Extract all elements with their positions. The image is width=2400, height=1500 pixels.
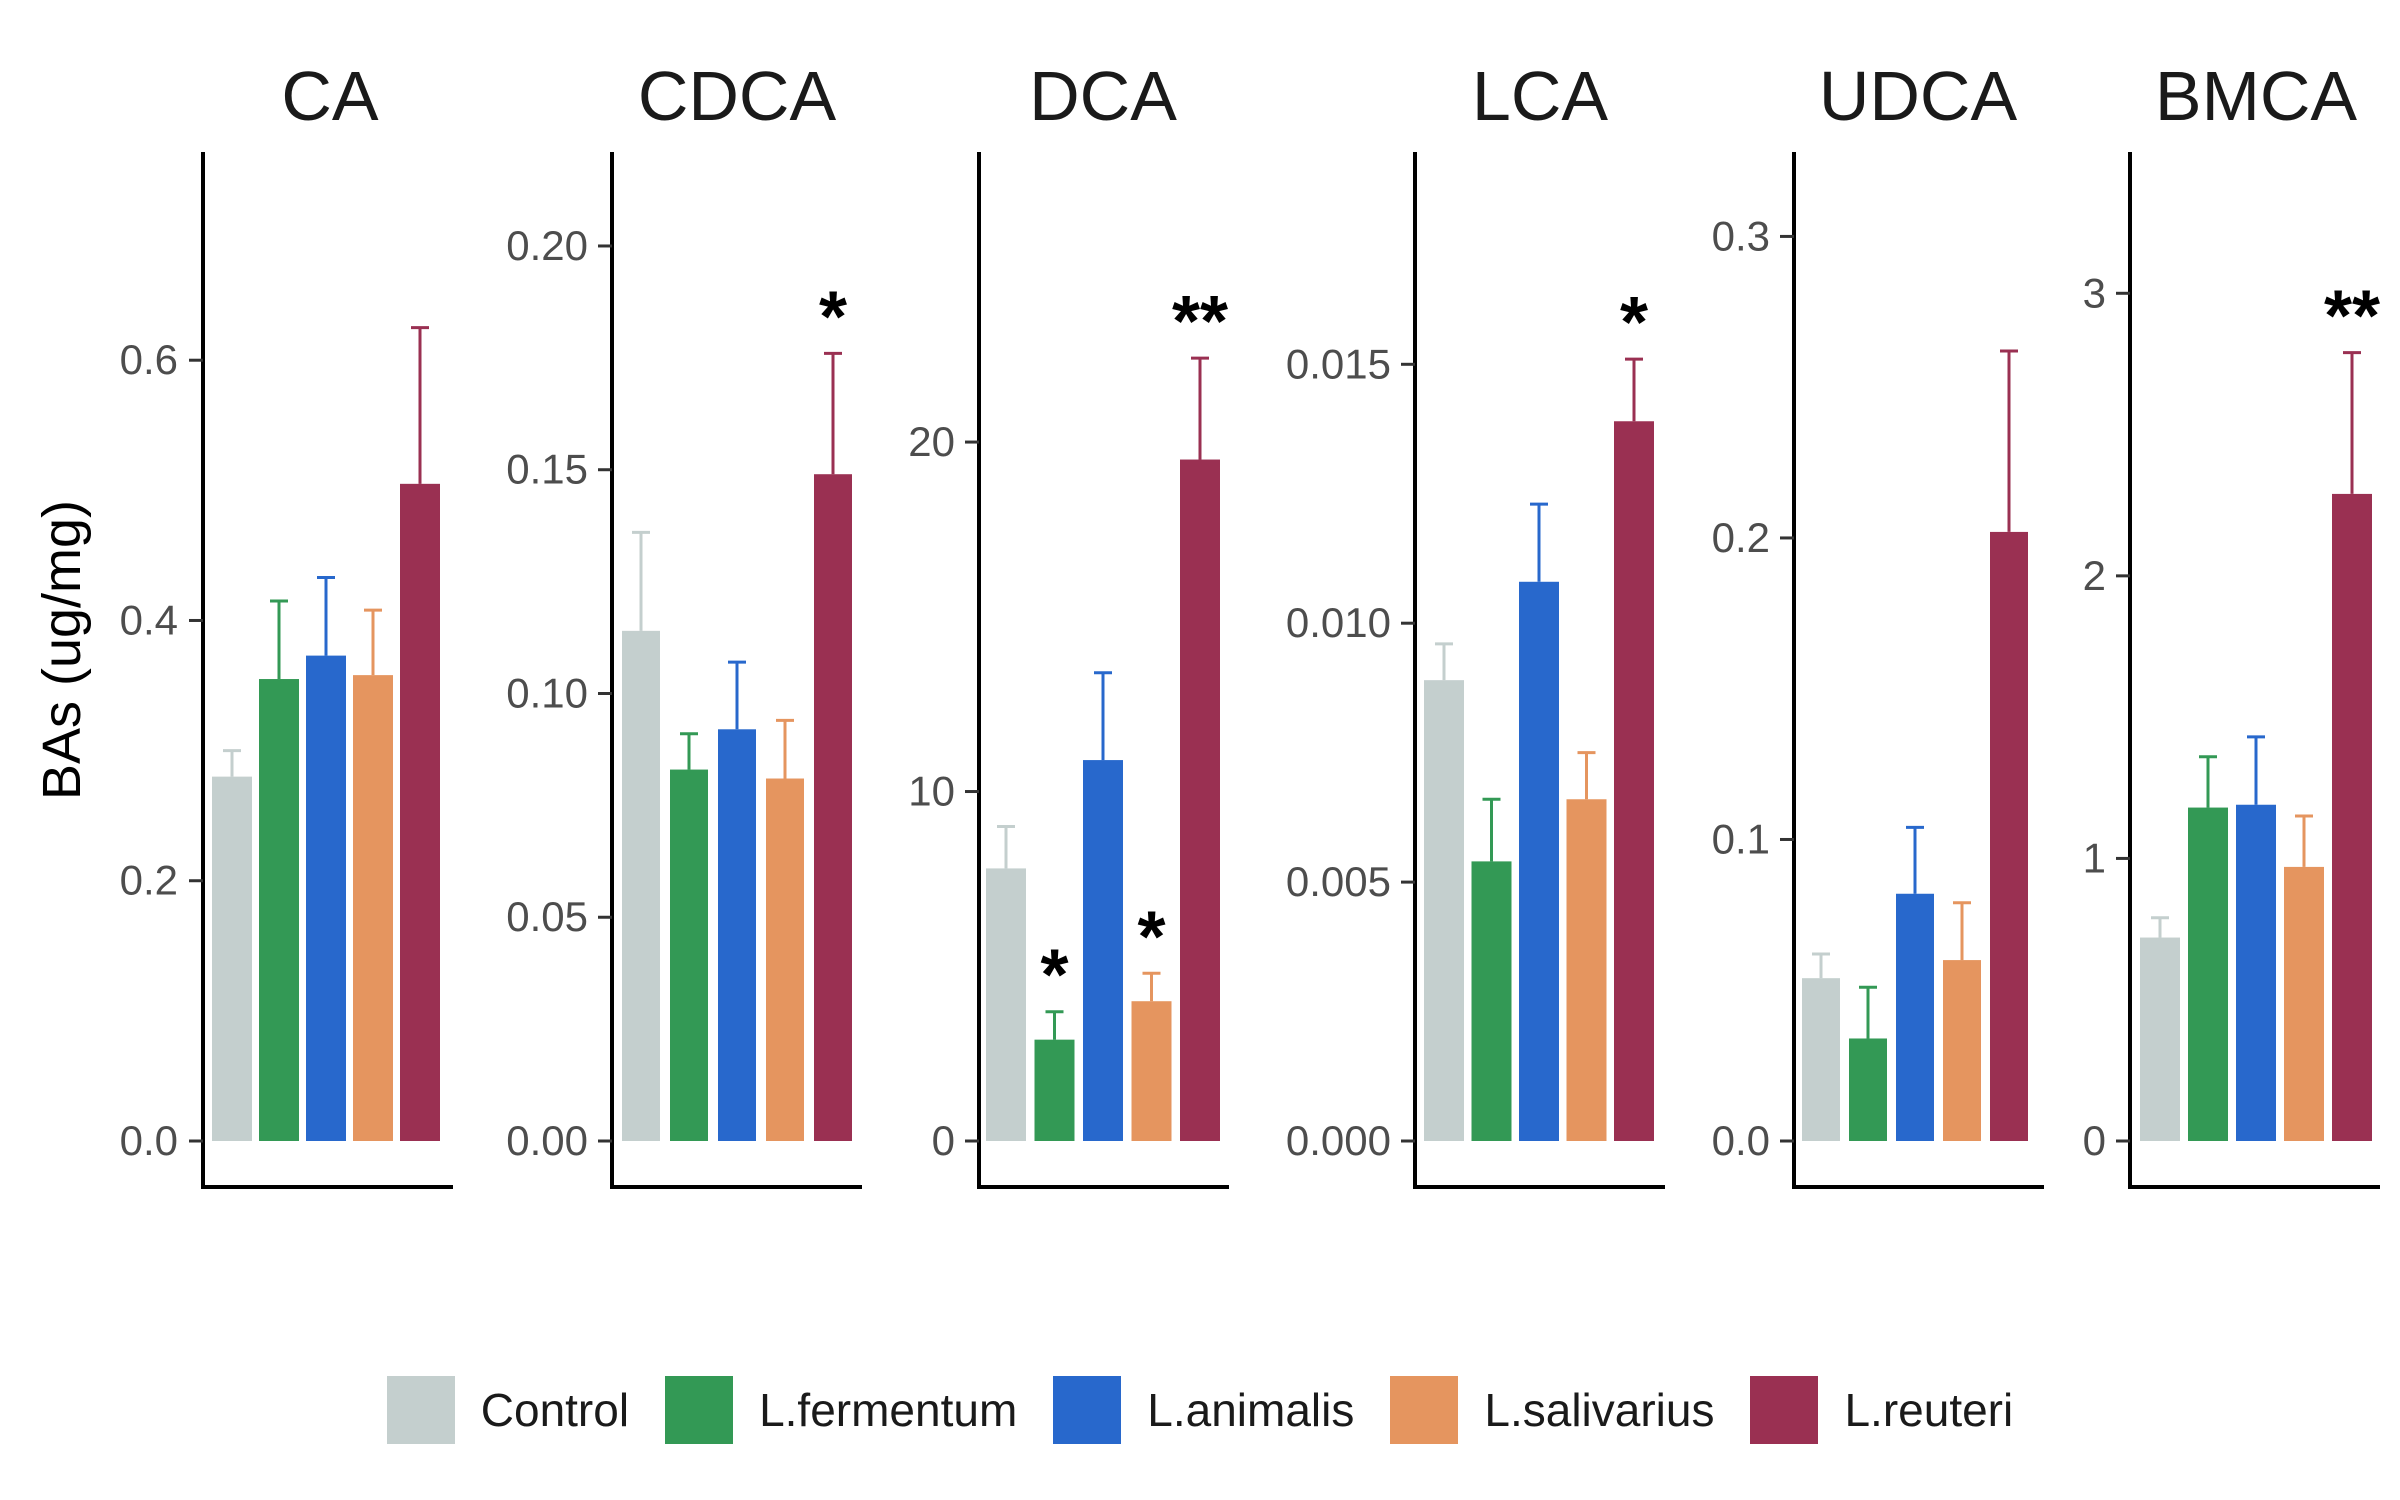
significance-marker: * <box>1620 283 1648 363</box>
bar <box>1802 978 1840 1141</box>
significance-marker: ** <box>2324 277 2380 357</box>
legend-item-l-reuteri: L.reuteri <box>1750 1376 2013 1444</box>
bar <box>1849 1038 1887 1141</box>
legend-label: L.reuteri <box>1844 1384 2014 1436</box>
y-tick-label: 0.010 <box>1286 599 1391 646</box>
bar <box>1424 680 1464 1141</box>
y-tick-label: 1 <box>2083 834 2106 881</box>
legend: Control L.fermentum L.animalis L.salivar… <box>0 1360 2400 1460</box>
bar <box>2140 937 2180 1141</box>
bar <box>814 474 852 1141</box>
legend-swatch <box>1750 1376 1819 1444</box>
bar <box>306 655 346 1141</box>
legend-item-l-animalis: L.animalis <box>1053 1376 1354 1444</box>
bar <box>353 675 393 1141</box>
bar <box>2188 807 2228 1141</box>
y-tick-label: 0.2 <box>1712 514 1770 561</box>
bar <box>1180 459 1220 1141</box>
y-tick-label: 0.20 <box>506 222 588 269</box>
y-tick-label: 0.2 <box>120 857 178 904</box>
significance-marker: * <box>1040 936 1068 1016</box>
legend-item-control: Control <box>386 1376 630 1444</box>
bar <box>1034 1039 1075 1141</box>
bar <box>1990 531 2028 1141</box>
bar <box>2236 804 2276 1141</box>
y-tick-label: 0.1 <box>1712 815 1770 862</box>
significance-marker: * <box>1137 897 1165 977</box>
y-tick-label: 0.10 <box>506 669 588 716</box>
bar <box>718 729 756 1141</box>
panel-title: BMCA <box>2155 57 2358 135</box>
y-tick-label: 0 <box>932 1117 955 1164</box>
bar <box>2284 866 2324 1141</box>
y-tick-label: 20 <box>908 418 955 465</box>
bar <box>622 630 660 1141</box>
bar <box>1083 760 1123 1141</box>
legend-label: L.animalis <box>1147 1384 1355 1436</box>
bar <box>766 778 804 1141</box>
y-tick-label: 0 <box>2083 1117 2106 1164</box>
y-tick-label: 0.4 <box>120 596 178 643</box>
y-tick-label: 0.05 <box>506 893 588 940</box>
y-tick-label: 0.0 <box>120 1117 178 1164</box>
bar <box>986 868 1026 1141</box>
y-tick-label: 0.6 <box>120 336 178 383</box>
significance-marker: * <box>819 277 847 357</box>
significance-marker: ** <box>1172 282 1228 362</box>
bar <box>400 483 440 1141</box>
y-tick-label: 0.0 <box>1712 1117 1770 1164</box>
y-tick-label: 10 <box>908 768 955 815</box>
legend-swatch <box>1053 1376 1122 1444</box>
y-tick-label: 0.15 <box>506 446 588 493</box>
bar <box>670 769 708 1141</box>
panel-title: LCA <box>1472 57 1608 135</box>
bar <box>259 679 299 1141</box>
legend-label: L.fermentum <box>759 1384 1018 1436</box>
legend-label: L.salivarius <box>1484 1384 1715 1436</box>
legend-item-l-salivarius: L.salivarius <box>1390 1376 1714 1444</box>
panel-title: DCA <box>1029 57 1177 135</box>
bar <box>1519 581 1559 1141</box>
y-tick-label: 0.015 <box>1286 340 1391 387</box>
bar <box>1943 960 1981 1141</box>
bar <box>1896 893 1934 1141</box>
bar <box>1131 1001 1172 1141</box>
y-axis-title: BAs (ug/mg) <box>32 500 92 800</box>
panel-title: UDCA <box>1819 57 2018 135</box>
legend-label: Control <box>480 1384 630 1436</box>
legend-swatch <box>386 1376 455 1444</box>
y-tick-label: 0.3 <box>1712 212 1770 259</box>
bar <box>1471 861 1512 1141</box>
y-tick-label: 0.005 <box>1286 858 1391 905</box>
y-tick-label: 3 <box>2083 269 2106 316</box>
y-tick-label: 0.000 <box>1286 1117 1391 1164</box>
legend-item-l-fermentum: L.fermentum <box>665 1376 1017 1444</box>
panel-title: CA <box>281 57 379 135</box>
bar <box>212 776 252 1141</box>
bar <box>1614 421 1654 1141</box>
bar <box>2332 493 2372 1141</box>
panel-title: CDCA <box>638 57 837 135</box>
legend-swatch <box>1390 1376 1459 1444</box>
y-tick-label: 0.00 <box>506 1117 588 1164</box>
bar <box>1566 799 1607 1141</box>
y-tick-label: 2 <box>2083 552 2106 599</box>
legend-swatch <box>665 1376 734 1444</box>
